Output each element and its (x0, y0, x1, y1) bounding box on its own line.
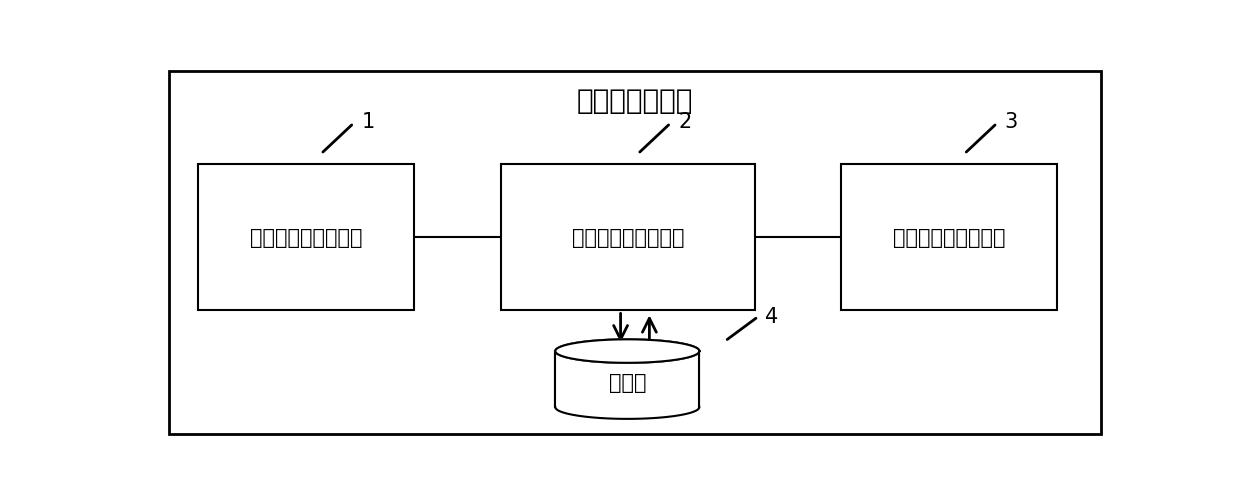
Text: 2: 2 (678, 112, 691, 132)
Bar (555, 351, 699, 407)
Polygon shape (555, 340, 699, 363)
Bar (841, 164, 1058, 311)
Text: 4: 4 (764, 307, 778, 327)
Bar (198, 164, 414, 311)
Text: 指静脉图像采集模块: 指静脉图像采集模块 (250, 227, 362, 247)
Bar (501, 164, 755, 311)
Text: 数据库: 数据库 (608, 372, 646, 392)
Text: 指静脉数据传输模块: 指静脉数据传输模块 (571, 227, 684, 247)
Text: 指静脉算法处理模块: 指静脉算法处理模块 (893, 227, 1006, 247)
Text: 3: 3 (1005, 112, 1018, 132)
Polygon shape (555, 340, 699, 363)
Text: 1: 1 (362, 112, 374, 132)
Bar (555, 351, 699, 407)
Text: 指静脉识别系统: 指静脉识别系统 (577, 87, 693, 115)
